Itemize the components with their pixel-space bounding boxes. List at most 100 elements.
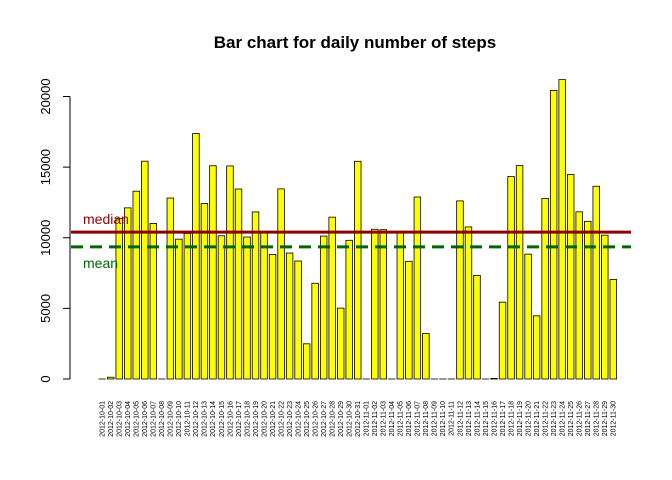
x-tick-label: 2012-11-18	[508, 401, 515, 436]
bar	[285, 252, 294, 380]
bar	[396, 231, 405, 380]
x-tick-label: 2012-11-24	[559, 401, 566, 436]
bar	[243, 236, 251, 380]
x-tick-label: 2012-10-20	[261, 401, 268, 437]
bar	[592, 185, 600, 380]
reference-lines: median mean	[71, 211, 631, 271]
bar	[166, 197, 175, 380]
bar	[328, 216, 336, 380]
x-axis-tick-labels: 2012-10-01 2012-10-02 2012-10-03 2012-10-04…	[100, 401, 618, 437]
x-tick-label: 2012-11-06	[406, 401, 413, 436]
bar	[226, 165, 234, 380]
x-tick-label: 2012-11-14	[474, 401, 481, 436]
x-tick-label: 2012-10-23	[287, 401, 294, 437]
bar	[192, 133, 200, 380]
bars	[98, 79, 617, 380]
bar	[107, 376, 115, 380]
x-tick-label: 2012-11-09	[432, 401, 439, 436]
y-tick-label: 10000	[38, 220, 53, 256]
x-tick-label: 2012-11-29	[602, 401, 609, 436]
median-label: median	[83, 211, 129, 227]
x-tick-label: 2012-10-28	[329, 401, 336, 437]
x-tick-label: 2012-11-08	[423, 401, 430, 436]
x-tick-label: 2012-10-13	[202, 401, 209, 437]
bar	[124, 207, 132, 380]
bar	[609, 279, 617, 380]
bar	[498, 301, 507, 380]
x-tick-label: 2012-11-01	[364, 401, 371, 436]
bar	[541, 197, 549, 380]
x-tick-label: 2012-11-10	[440, 401, 447, 436]
bar	[371, 228, 379, 380]
x-tick-label: 2012-10-25	[304, 401, 311, 437]
bar	[251, 211, 260, 380]
bar	[584, 220, 592, 380]
bar	[601, 234, 609, 380]
x-tick-label: 2012-10-09	[168, 401, 175, 437]
x-tick-label: 2012-10-14	[210, 401, 217, 437]
bar	[149, 223, 158, 380]
x-tick-label: 2012-10-29	[338, 401, 345, 437]
bar	[464, 226, 473, 380]
bar	[294, 260, 302, 380]
x-tick-label: 2012-11-05	[398, 401, 405, 436]
bar	[524, 253, 532, 380]
x-tick-label: 2012-10-27	[321, 401, 328, 437]
x-tick-label: 2012-10-07	[151, 401, 158, 437]
x-tick-label: 2012-11-28	[594, 401, 601, 436]
bar	[575, 211, 583, 380]
x-tick-label: 2012-10-24	[295, 401, 302, 437]
bar	[277, 188, 285, 380]
bar	[422, 333, 430, 380]
x-tick-label: 2012-10-12	[193, 401, 200, 437]
x-tick-label: 2012-10-06	[142, 401, 149, 437]
bar	[456, 200, 464, 380]
x-tick-label: 2012-11-16	[491, 401, 498, 436]
bar	[549, 90, 558, 380]
y-tick-label: 0	[38, 375, 53, 382]
x-tick-label: 2012-10-04	[125, 401, 132, 437]
bar	[302, 343, 311, 380]
chart-title: Bar chart for daily number of steps	[214, 33, 496, 52]
x-tick-label: 2012-11-20	[525, 401, 532, 436]
x-tick-label: 2012-11-17	[500, 401, 507, 436]
x-tick-label: 2012-10-03	[117, 401, 124, 437]
bar	[183, 233, 192, 380]
x-tick-label: 2012-11-30	[611, 401, 618, 436]
bar	[209, 165, 217, 380]
x-tick-label: 2012-10-11	[185, 401, 192, 436]
x-tick-label: 2012-10-10	[176, 401, 183, 437]
bar	[490, 378, 498, 380]
bar	[132, 190, 140, 380]
x-tick-label: 2012-10-21	[270, 401, 277, 437]
y-tick-label: 5000	[38, 294, 53, 323]
bar	[311, 282, 319, 380]
bar	[200, 203, 209, 380]
x-tick-label: 2012-11-13	[466, 401, 473, 436]
bar	[336, 307, 345, 380]
mean-label: mean	[83, 255, 118, 271]
x-tick-label: 2012-11-19	[517, 401, 524, 436]
x-tick-label: 2012-11-15	[483, 401, 490, 436]
x-tick-label: 2012-11-27	[585, 401, 592, 436]
bar	[141, 160, 149, 380]
x-tick-label: 2012-10-26	[312, 401, 319, 437]
x-tick-label: 2012-11-02	[372, 401, 379, 436]
bar	[473, 274, 481, 380]
x-tick-label: 2012-11-22	[542, 401, 549, 436]
x-tick-label: 2012-10-30	[347, 401, 354, 437]
bar	[566, 174, 575, 380]
x-tick-label: 2012-10-19	[253, 401, 260, 437]
x-tick-label: 2012-11-12	[457, 401, 464, 436]
bar	[175, 238, 183, 380]
bar	[379, 229, 387, 380]
x-tick-label: 2012-11-03	[381, 401, 388, 436]
bar	[319, 235, 328, 380]
x-tick-label: 2012-11-26	[577, 401, 584, 436]
x-tick-label: 2012-11-23	[551, 401, 558, 436]
x-tick-label: 2012-10-01	[100, 401, 107, 437]
bar	[354, 160, 362, 380]
bar	[217, 235, 226, 380]
bar	[345, 239, 353, 380]
